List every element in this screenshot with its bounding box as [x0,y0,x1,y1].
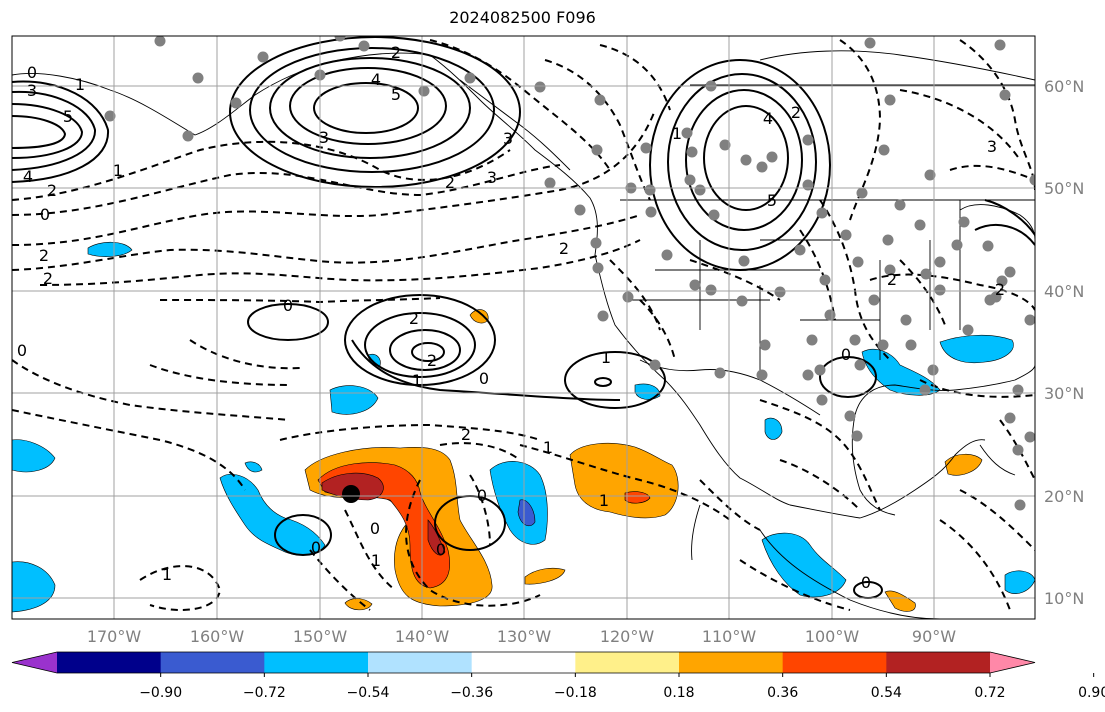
contour-label: 1 [672,124,682,143]
colorbar-segment [57,652,162,673]
colorbar-tick-label: 0.54 [871,685,902,701]
contour-label: 4 [23,167,33,186]
lat-label-60n: 60°N [1044,77,1084,96]
contour-label: 3 [503,129,513,148]
contour-label: 0 [40,205,50,224]
contour-label: 5 [391,85,401,104]
lon-label-90w: 90°W [912,627,956,646]
colorbar-segment [471,652,576,673]
contour-label: 3 [487,168,497,187]
positive-anomaly-tail [427,519,446,556]
contour-label: 2 [409,309,419,328]
contour-label: 2 [391,43,401,62]
storm-center-dot [342,485,360,503]
contour-label: 3 [987,137,997,156]
contour-label: 0 [479,369,489,388]
contour-label: 1 [75,75,85,94]
colorbar-tick-label: 0.18 [663,685,694,701]
colorbar-segment [575,652,680,673]
lon-label-140w: 140°W [395,627,450,646]
contour-label: 2 [887,270,897,289]
contour-label: 1 [371,551,381,570]
contour-label: 2 [47,181,57,200]
contour-label: 2 [791,103,801,122]
contour-label: 0 [17,341,27,360]
colorbar-segment [679,652,784,673]
colorbar-extend-low [12,652,57,673]
colorbar-tick-label: 0.72 [974,685,1005,701]
longitude-labels: 170°W 160°W 150°W 140°W 130°W 120°W 110°… [87,627,956,646]
contour-label: 2 [559,239,569,258]
contour-label: 3 [27,81,37,100]
station-dots [104,36,1035,511]
latitude-labels: 60°N 50°N 40°N 30°N 20°N 10°N [1044,77,1084,608]
colorbar-tick-label: −0.18 [554,685,597,701]
contour-label: 0 [283,296,293,315]
lon-label-150w: 150°W [293,627,348,646]
contour-label: 1 [113,161,123,180]
contour-label: 4 [371,70,381,89]
contour-label: 2 [995,280,1005,299]
colorbar-outline [11,651,1036,674]
colorbar-tick-label: 0.90 [1078,685,1105,701]
contour-label: 0 [861,573,871,592]
colorbar-tick-label: 0.36 [767,685,798,701]
lat-label-30n: 30°N [1044,384,1084,403]
colorbar-extend-high [990,652,1035,673]
colorbar-segment [886,652,991,673]
contour-label: 0 [27,63,37,82]
lon-label-110w: 110°W [702,627,757,646]
colorbar-tick-label: −0.54 [347,685,390,701]
lat-label-20n: 20°N [1044,487,1084,506]
contour-label: 0 [841,345,851,364]
lon-label-170w: 170°W [87,627,142,646]
contour-label: 1 [412,371,422,390]
contour-label: 2 [39,246,49,265]
lon-label-100w: 100°W [805,627,860,646]
colorbar-segment [368,652,473,673]
positive-anomaly-east-core [624,491,651,504]
lon-label-160w: 160°W [190,627,245,646]
contour-label: 5 [767,191,777,210]
contour-label: 2 [43,269,53,288]
contour-label: 3 [319,128,329,147]
contour-label: 5 [63,107,73,126]
colorbar-tick-label: −0.72 [243,685,286,701]
contour-label: 0 [311,538,321,557]
lon-label-120w: 120°W [600,627,655,646]
contour-label: 0 [477,486,487,505]
contour-label: 1 [543,438,553,457]
contour-label: 0 [370,519,380,538]
contour-label: 1 [601,348,611,367]
contour-label: 2 [461,425,471,444]
colorbar-segment [160,652,265,673]
shaded-field [12,241,1035,613]
contour-label: 2 [445,173,455,192]
contour-label: 4 [763,109,773,128]
contour-label: 1 [599,491,609,510]
colorbar-segment [782,652,887,673]
map-title: 2024082500 F096 [449,8,596,27]
colorbar-ticks: −0.90 −0.72 −0.54 −0.36 −0.18 0.18 0.36 0.54 0.7… [139,673,1105,701]
colorbar-tick-label: −0.36 [450,685,493,701]
contour-label: 0 [436,540,446,559]
map-frame [11,35,1036,620]
colorbar-tick-label: −0.90 [139,685,182,701]
colorbar-segments [11,651,1036,674]
positive-anomaly-east [569,442,679,519]
colorbar: −0.90 −0.72 −0.54 −0.36 −0.18 0.18 0.36 0.54 0.7… [11,651,1105,701]
lon-label-130w: 130°W [497,627,552,646]
colorbar-segment [264,652,369,673]
gridlines [12,36,1035,619]
lat-label-10n: 10°N [1044,589,1084,608]
contour-label: 1 [162,565,172,584]
lat-label-40n: 40°N [1044,282,1084,301]
contour-label: 2 [427,351,437,370]
lat-label-50n: 50°N [1044,179,1084,198]
